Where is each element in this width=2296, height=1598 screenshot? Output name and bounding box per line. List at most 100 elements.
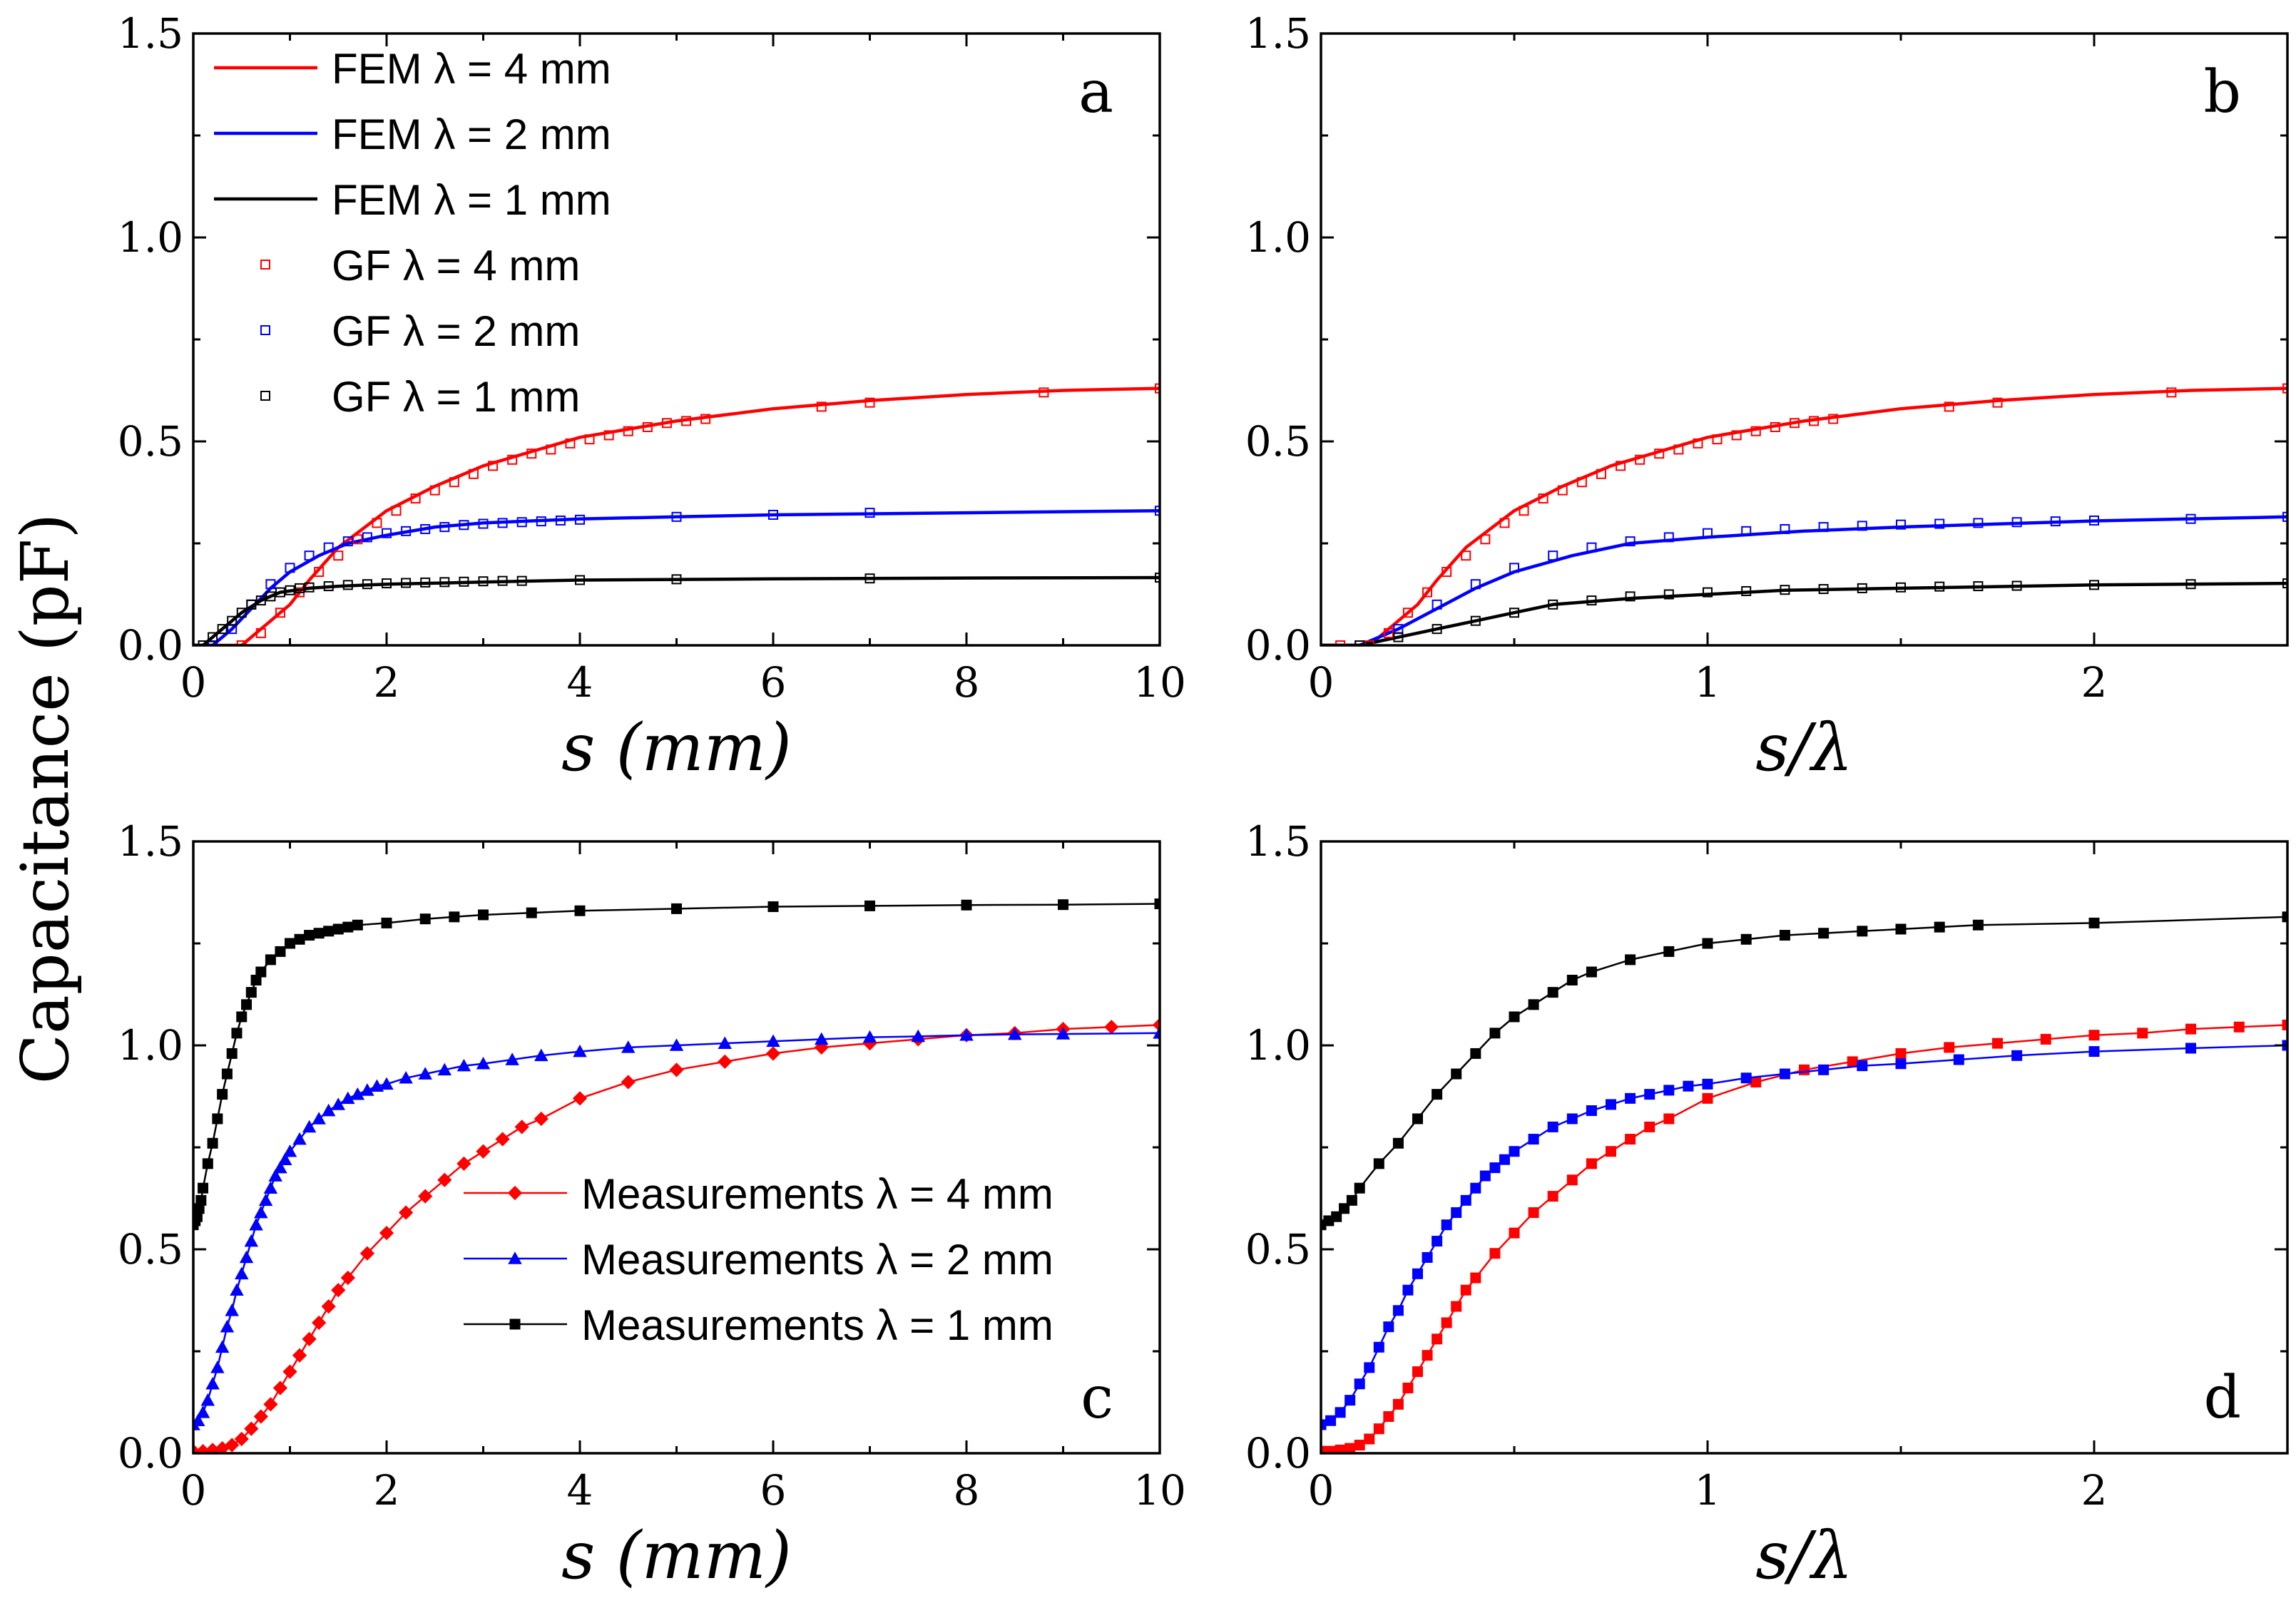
- data-point-measurements-lambda-4-mm-filled-square-23: [1606, 1146, 1616, 1157]
- data-point-gf-lambda-1-mm-open-square-9: [285, 585, 295, 595]
- data-point-measurements-lambda-1-mm-filled-square-19: [1663, 946, 1675, 957]
- data-point-gf-lambda-1-mm-open-square-6: [255, 595, 266, 606]
- data-point-measurements-lambda-2-mm-filled-square-11: [1422, 1251, 1433, 1263]
- data-point-gf-lambda-1-mm-open-square-17: [2011, 580, 2022, 591]
- data-point-measurements-lambda-1-mm-filled-square-12: [1489, 1028, 1501, 1039]
- data-point-measurements-lambda-2-mm-triangle-7: [220, 1319, 235, 1333]
- data-point-measurements-lambda-1-mm-filled-square-27: [1972, 919, 1984, 931]
- series-fem-lambda-1-mm-line: [193, 575, 1160, 645]
- data-point-gf-lambda-1-mm-open-square-23: [575, 575, 585, 585]
- data-point-measurements-lambda-2-mm-triangle-38: [573, 1044, 587, 1057]
- data-point-gf-lambda-4-mm-open-square-6: [1461, 550, 1471, 561]
- data-point-gf-lambda-4-mm-open-square-28: [1155, 383, 1160, 394]
- shared-y-axis-label: Capacitance (pF): [7, 513, 83, 1085]
- data-point-gf-lambda-1-mm-open-square-7: [1625, 591, 1636, 602]
- data-point-gf-lambda-4-mm-open-square-18: [584, 434, 595, 445]
- y-tick-label: 0.5: [118, 1225, 183, 1274]
- data-point-measurements-lambda-2-mm-triangle-17: [268, 1169, 282, 1182]
- x-tick-label: 8: [954, 1466, 980, 1515]
- data-point-gf-lambda-1-mm-open-square-7: [265, 591, 276, 602]
- data-point-gf-lambda-1-mm-open-square-1: [1393, 632, 1404, 642]
- data-point-measurements-lambda-2-mm-filled-square-39: [2185, 1043, 2196, 1054]
- data-point-measurements-lambda-2-mm-triangle-5: [210, 1361, 225, 1373]
- data-point-gf-lambda-2-mm-open-square-11: [1780, 523, 1790, 534]
- data-point-measurements-lambda-2-mm-filled-square-27: [1644, 1089, 1655, 1100]
- data-point-measurements-lambda-1-mm-filled-square-11: [1470, 1048, 1481, 1059]
- data-point-gf-lambda-2-mm-open-square-6: [323, 542, 334, 553]
- data-point-measurements-lambda-2-mm-triangle-4: [205, 1377, 220, 1390]
- data-point-measurements-lambda-4-mm-diamond-25: [514, 1120, 529, 1135]
- data-point-gf-lambda-1-mm-open-square-12: [323, 581, 334, 592]
- x-tick-label: 2: [2081, 658, 2108, 707]
- data-point-measurements-lambda-2-mm-triangle-48: [1056, 1027, 1071, 1040]
- legend-marker-swatch: [507, 1185, 523, 1201]
- data-point-gf-lambda-1-mm-open-square-0: [198, 640, 208, 645]
- data-point-measurements-lambda-1-mm-filled-square-3: [1339, 1203, 1350, 1214]
- series-measurements-lambda-1-mm-filled-square: [1321, 911, 2287, 1231]
- data-point-measurements-lambda-1-mm-filled-square-24: [1857, 926, 1868, 937]
- data-point-measurements-lambda-2-mm-filled-square-38: [2088, 1046, 2100, 1057]
- data-point-measurements-lambda-1-mm-filled-square-13: [1509, 1011, 1520, 1023]
- data-point-measurements-lambda-2-mm-triangle-14: [254, 1205, 268, 1219]
- data-point-gf-lambda-1-mm-open-square-25: [864, 573, 875, 584]
- x-tick-label: 2: [374, 658, 400, 707]
- data-point-measurements-lambda-2-mm-filled-square-24: [1586, 1105, 1597, 1117]
- x-tick-label: 0: [1308, 1466, 1335, 1515]
- data-point-gf-lambda-4-mm-open-square-21: [1750, 426, 1761, 436]
- plot-frame: [1320, 32, 2289, 647]
- data-point-gf-lambda-4-mm-open-square-3: [1402, 608, 1413, 618]
- data-point-measurements-lambda-1-mm-filled-square-16: [250, 974, 262, 985]
- x-tick-label: 0: [1308, 658, 1335, 707]
- data-point-measurements-lambda-2-mm-filled-square-7: [1383, 1321, 1394, 1333]
- data-point-gf-lambda-1-mm-open-square-14: [362, 579, 372, 590]
- data-point-gf-lambda-2-mm-open-square-2: [1432, 599, 1442, 610]
- data-point-gf-lambda-1-mm-open-square-21: [497, 575, 508, 586]
- x-tick-label: 4: [567, 658, 593, 707]
- data-point-measurements-lambda-2-mm-filled-square-36: [1953, 1054, 1964, 1065]
- x-tick-label: 0: [180, 1466, 207, 1515]
- data-point-measurements-lambda-1-mm-filled-square-28: [2088, 917, 2100, 928]
- data-point-measurements-lambda-4-mm-filled-square-38: [2233, 1021, 2245, 1033]
- data-point-measurements-lambda-1-mm-filled-square-20: [285, 938, 295, 949]
- data-point-measurements-lambda-1-mm-filled-square-30: [449, 911, 460, 923]
- x-tick-label: 1: [1695, 658, 1721, 707]
- series-fem-lambda-1-mm-line: [1321, 581, 2287, 645]
- data-point-measurements-lambda-4-mm-filled-square-0: [1321, 1445, 1327, 1453]
- data-point-gf-lambda-4-mm-open-square-17: [1673, 444, 1684, 455]
- plot-area: [193, 898, 1160, 1453]
- legend-entry-label: Measurements λ = 4 mm: [581, 1170, 1053, 1218]
- x-tick-label: 8: [954, 658, 980, 707]
- data-point-gf-lambda-2-mm-open-square-21: [768, 509, 778, 520]
- data-point-measurements-lambda-1-mm-filled-square-20: [1702, 938, 1713, 949]
- data-point-gf-lambda-1-mm-open-square-5: [246, 599, 257, 610]
- data-point-measurements-lambda-4-mm-filled-square-26: [1663, 1113, 1675, 1125]
- data-point-measurements-lambda-4-mm-diamond-5: [234, 1431, 249, 1447]
- data-point-gf-lambda-2-mm-open-square-17: [536, 516, 546, 527]
- x-axis-label: s/λ: [1755, 1517, 1853, 1594]
- data-point-measurements-lambda-2-mm-filled-square-0: [1321, 1419, 1327, 1430]
- data-point-measurements-lambda-2-mm-triangle-37: [534, 1048, 549, 1062]
- data-point-gf-lambda-4-mm-open-square-9: [1519, 506, 1529, 516]
- data-point-measurements-lambda-2-mm-triangle-20: [282, 1144, 297, 1157]
- data-point-gf-lambda-1-mm-open-square-0: [1354, 640, 1365, 645]
- data-point-gf-lambda-4-mm-open-square-0: [236, 640, 247, 645]
- data-point-measurements-lambda-1-mm-filled-square-38: [1058, 899, 1068, 911]
- data-point-measurements-lambda-4-mm-filled-square-12: [1432, 1333, 1443, 1345]
- data-point-gf-lambda-2-mm-open-square-3: [1470, 579, 1481, 590]
- data-point-gf-lambda-1-mm-open-square-10: [295, 583, 305, 593]
- data-point-gf-lambda-4-mm-open-square-27: [1992, 397, 2003, 408]
- legend-entry-label: GF λ = 4 mm: [332, 242, 580, 290]
- data-point-measurements-lambda-1-mm-filled-square-27: [352, 919, 363, 931]
- data-point-gf-lambda-4-mm-open-square-4: [314, 567, 325, 578]
- data-point-gf-lambda-2-mm-open-square-8: [1663, 532, 1674, 543]
- data-point-measurements-lambda-1-mm-filled-square-7: [207, 1137, 218, 1149]
- data-point-measurements-lambda-4-mm-diamond-23: [476, 1144, 491, 1159]
- data-point-gf-lambda-2-mm-open-square-7: [1625, 536, 1636, 547]
- series-connector-measurements-lambda-4-mm-diamond: [193, 1024, 1160, 1453]
- data-point-measurements-lambda-4-mm-diamond-16: [340, 1270, 355, 1286]
- legend: FEM λ = 4 mm FEM λ = 2 mm FEM λ = 1 mm GF λ…: [214, 45, 611, 421]
- data-point-measurements-lambda-4-mm-filled-square-10: [1412, 1366, 1423, 1378]
- data-point-gf-lambda-4-mm-open-square-13: [1596, 468, 1606, 479]
- x-tick-label: 10: [1133, 658, 1186, 707]
- legend-marker-swatch: [260, 325, 270, 335]
